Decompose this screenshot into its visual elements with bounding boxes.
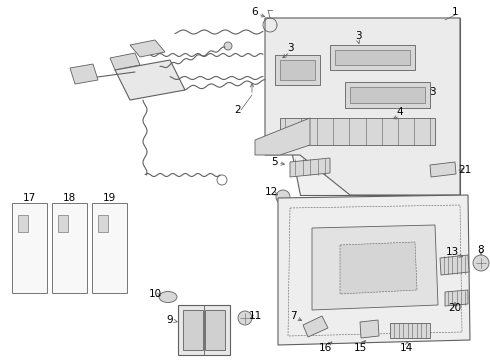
Bar [178,305,230,355]
Polygon shape [345,82,430,108]
Ellipse shape [102,266,116,274]
Circle shape [224,42,232,50]
Text: 21: 21 [458,165,471,175]
Polygon shape [130,40,165,57]
Bar [183,310,203,350]
Text: 11: 11 [248,311,262,321]
Polygon shape [110,53,140,70]
Ellipse shape [62,266,76,274]
Polygon shape [265,18,460,195]
Bar [205,310,225,350]
Text: 7: 7 [290,311,296,321]
Text: 4: 4 [397,107,403,117]
Ellipse shape [23,246,35,254]
Polygon shape [280,60,315,80]
Circle shape [331,321,345,335]
Circle shape [276,190,290,204]
Text: 3: 3 [429,87,435,97]
Text: 3: 3 [287,43,294,53]
Polygon shape [360,320,379,338]
Bar [12,203,47,293]
Polygon shape [390,323,430,338]
Text: 5: 5 [271,157,278,167]
Polygon shape [58,215,68,232]
Polygon shape [255,118,310,155]
Bar [92,203,127,293]
Text: 15: 15 [353,343,367,353]
Bar [52,203,87,293]
Polygon shape [440,255,469,275]
Text: 18: 18 [62,193,75,203]
Ellipse shape [63,246,75,254]
Text: 9: 9 [167,315,173,325]
Polygon shape [430,162,456,177]
Text: 8: 8 [478,245,484,255]
Polygon shape [275,55,320,85]
Polygon shape [335,50,410,65]
Polygon shape [303,316,328,337]
Circle shape [473,255,489,271]
Polygon shape [340,242,417,294]
Polygon shape [18,215,28,232]
Text: 2: 2 [235,105,241,115]
Polygon shape [312,225,438,310]
Polygon shape [350,87,425,103]
Text: 3: 3 [355,31,361,41]
Polygon shape [290,158,330,177]
Ellipse shape [103,246,115,254]
Polygon shape [330,45,415,70]
Polygon shape [445,290,468,306]
Text: 10: 10 [148,289,162,299]
Polygon shape [98,215,108,232]
Polygon shape [115,60,185,100]
Polygon shape [278,195,470,345]
Text: 1: 1 [452,7,458,17]
Polygon shape [70,64,98,84]
Text: 12: 12 [265,187,278,197]
Circle shape [238,311,252,325]
Text: 14: 14 [399,343,413,353]
Text: 16: 16 [318,343,332,353]
Ellipse shape [159,292,177,302]
Text: 19: 19 [102,193,116,203]
Text: 13: 13 [445,247,459,257]
Text: 6: 6 [252,7,258,17]
Text: 17: 17 [23,193,36,203]
Ellipse shape [22,266,36,274]
Polygon shape [280,118,435,145]
Polygon shape [265,18,460,195]
Text: 20: 20 [448,303,462,313]
